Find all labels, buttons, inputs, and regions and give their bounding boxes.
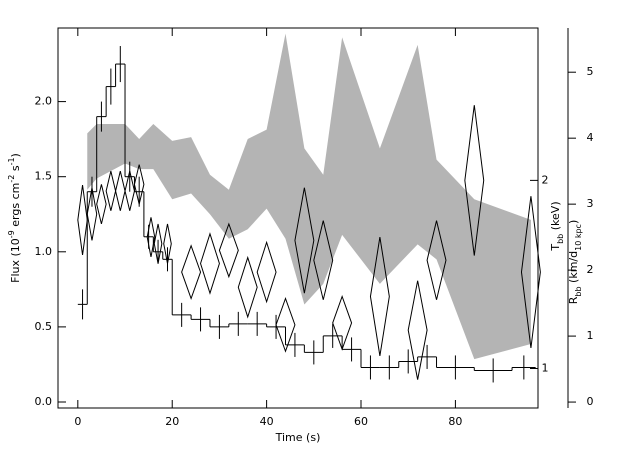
kt-diamond (426, 220, 447, 300)
y-tick-label: 2.0 (35, 95, 53, 108)
kt-diamond (105, 171, 117, 211)
y2-axis-label-part: T (549, 244, 562, 252)
kt-diamond (237, 255, 258, 319)
y-tick-label: 0.5 (35, 320, 53, 333)
x-axis-label: Time (s) (275, 431, 321, 444)
y3-tick-label: 1 (542, 361, 549, 374)
plot-frame (57, 27, 539, 409)
y3-axis-label-part: R (567, 296, 580, 304)
kt-diamond (77, 184, 88, 256)
y2-axis-label-part: (keV) (549, 201, 562, 233)
y3-axis-label-part: bb (574, 286, 583, 296)
y2-tick-label: 1 (587, 329, 594, 342)
kt-diamond (133, 164, 145, 205)
y-axis-label-part: ergs cm (9, 183, 22, 231)
y-axis-label: Flux (10-9 ergs cm-2 s-1) (7, 153, 22, 283)
kt-diamond (294, 187, 315, 294)
y-tick-label: 0.0 (35, 395, 53, 408)
y3-axis-label: Rbb (km/d10 kpc) (567, 220, 583, 305)
y2-axis-label: Tbb (keV) (549, 201, 565, 251)
y2-tick-label: 0 (587, 395, 594, 408)
kt-diamond (275, 297, 296, 353)
kt-diamond (369, 237, 390, 356)
kt-diamond (124, 171, 135, 211)
y-axis-label-part: -1 (7, 157, 16, 165)
y-axis-label-part: s (9, 165, 22, 174)
y-tick-label: 1.5 (35, 170, 53, 183)
y2-axis-label-part: bb (556, 234, 565, 244)
kt-diamond (313, 220, 334, 300)
kt-diamond (218, 222, 239, 279)
kt-diamond (181, 244, 202, 300)
y3-tick-label: 2 (542, 173, 549, 186)
y2-tick-label: 2 (587, 263, 594, 276)
y-axis-label-part: ) (9, 153, 22, 157)
x-tick-label: 20 (165, 415, 179, 428)
kt-diamond (96, 184, 107, 225)
y3-axis-label-part: (km/d (567, 251, 580, 287)
kt-diamond (256, 240, 277, 304)
y3-axis-label-part: ) (567, 220, 580, 224)
x-tick-label: 0 (74, 415, 81, 428)
y-tick-label: 1.0 (35, 245, 53, 258)
radius-band (87, 33, 531, 360)
x-tick-label: 40 (260, 415, 274, 428)
x-tick-label: 80 (448, 415, 462, 428)
y2-tick-label: 3 (587, 197, 594, 210)
kt-diamond (520, 196, 541, 349)
kt-diamond (115, 171, 126, 211)
y3-axis-label-part: 10 kpc (574, 224, 583, 251)
kt-diamond (153, 223, 163, 264)
y-axis-label-part: Flux (10 (9, 238, 22, 283)
kt-diamond (163, 223, 172, 264)
y-axis-label-part: -9 (7, 230, 16, 238)
y2-tick-label: 5 (587, 65, 594, 78)
y-axis-label-part: -2 (7, 175, 16, 183)
kt-diamond (332, 295, 353, 351)
y2-tick-label: 4 (587, 131, 594, 144)
kt-diamond (464, 105, 485, 256)
kt-diamond (146, 217, 156, 258)
kt-diamond (200, 232, 220, 295)
x-tick-label: 60 (354, 415, 368, 428)
kt-diamond (86, 187, 98, 241)
kt-diamond (407, 280, 428, 380)
